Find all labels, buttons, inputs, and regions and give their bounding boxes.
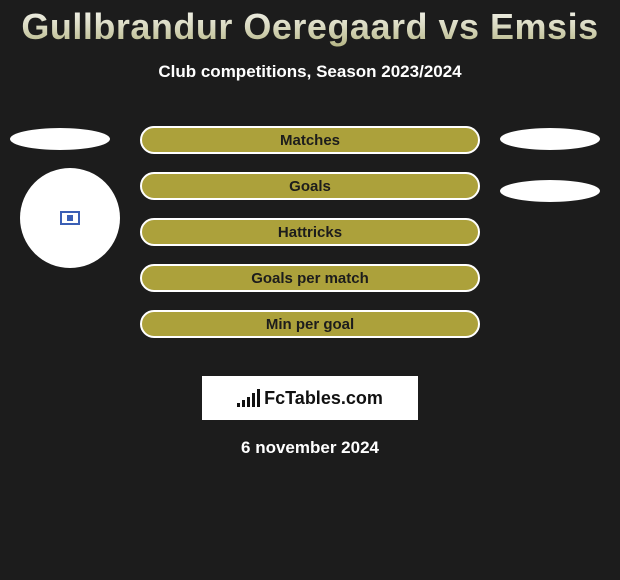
value-bubble-right — [500, 128, 600, 150]
stat-pill: Hattricks — [140, 218, 480, 246]
stat-pill: Min per goal — [140, 310, 480, 338]
logo-label: FcTables.com — [264, 388, 383, 409]
stat-pill: Goals per match — [140, 264, 480, 292]
stat-row: Hattricks — [0, 218, 620, 264]
value-bubble-right — [500, 180, 600, 202]
logo-bar-icon — [242, 400, 245, 407]
logo-bar-icon — [237, 403, 240, 407]
logo-box: FcTables.com — [202, 376, 418, 420]
logo: FcTables.com — [237, 388, 383, 409]
logo-bars-icon — [237, 389, 260, 407]
logo-bar-icon — [257, 389, 260, 407]
logo-bar-icon — [252, 393, 255, 407]
stat-row: Min per goal — [0, 310, 620, 356]
stat-row: Goals per match — [0, 264, 620, 310]
logo-bar-icon — [247, 397, 250, 407]
date-label: 6 november 2024 — [0, 438, 620, 458]
value-bubble-left — [10, 128, 110, 150]
stat-pill: Matches — [140, 126, 480, 154]
stat-row: Goals — [0, 172, 620, 218]
subtitle: Club competitions, Season 2023/2024 — [0, 62, 620, 82]
infographic-root: Gullbrandur Oeregaard vs Emsis Club comp… — [0, 0, 620, 580]
stat-pill: Goals — [140, 172, 480, 200]
stat-row: Matches — [0, 126, 620, 172]
stats-rows: Matches Goals Hattricks Goals per match Min … — [0, 126, 620, 356]
page-title: Gullbrandur Oeregaard vs Emsis — [0, 0, 620, 48]
